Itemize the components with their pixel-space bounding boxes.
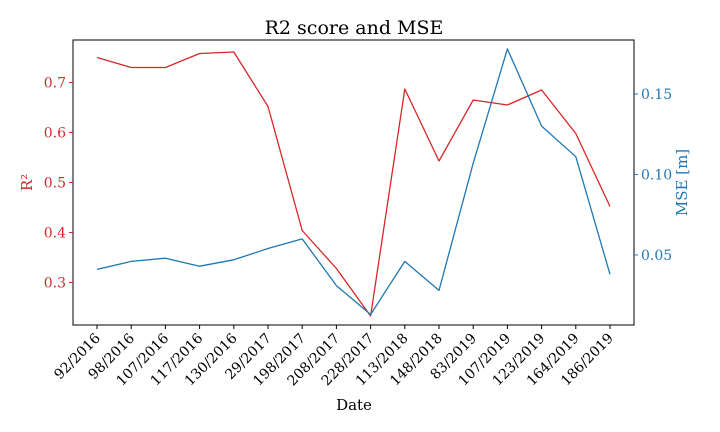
x-axis-label: Date xyxy=(336,396,372,414)
plot-area: 92/201698/2016107/2016117/2016130/201629… xyxy=(44,39,672,389)
plot-frame xyxy=(72,39,635,326)
y-left-tick-label: 0.5 xyxy=(44,176,66,192)
y-right-tick-label: 0.05 xyxy=(641,248,672,264)
y-left-tick-label: 0.3 xyxy=(44,276,66,292)
y-left-tick-label: 0.7 xyxy=(44,76,66,92)
mse-series-line xyxy=(96,48,611,316)
y-right-tick-label: 0.15 xyxy=(641,87,672,103)
y-axis-left-label: R² xyxy=(18,174,36,191)
y-left-tick-label: 0.4 xyxy=(44,226,66,242)
y-axis-right-label: MSE [m] xyxy=(673,149,691,216)
y-right-tick-label: 0.10 xyxy=(641,167,672,183)
chart-title: R2 score and MSE xyxy=(265,17,444,39)
y-left-tick-label: 0.6 xyxy=(44,126,66,142)
r2-series-line xyxy=(96,51,611,317)
